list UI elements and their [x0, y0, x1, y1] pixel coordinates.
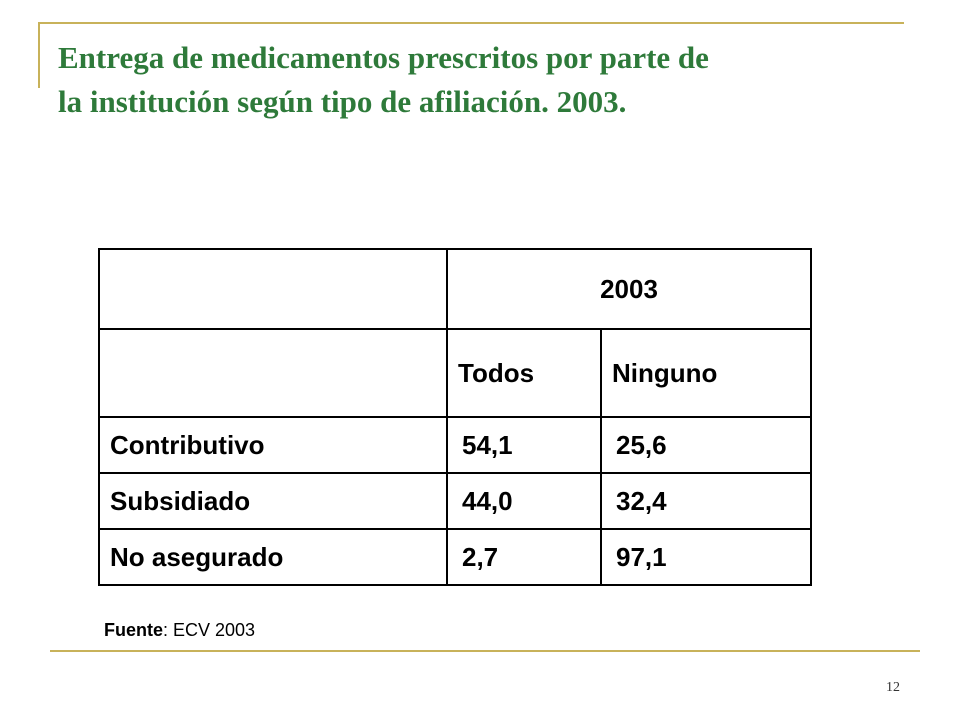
row-label: Subsidiado — [98, 472, 448, 530]
top-rule — [38, 22, 904, 24]
table-row: Subsidiado 44,0 32,4 — [98, 472, 812, 530]
value-todos: 54,1 — [446, 416, 602, 474]
table-subheader-row: Todos Ninguno — [98, 328, 812, 418]
affiliation-table: 2003 Todos Ninguno Contributivo 54,1 25,… — [98, 248, 812, 586]
bottom-rule — [50, 650, 920, 652]
value-todos: 2,7 — [446, 528, 602, 586]
title-line-1: Entrega de medicamentos prescritos por p… — [58, 40, 709, 75]
empty-header-cell — [98, 248, 448, 330]
left-rule — [38, 22, 40, 88]
col-ninguno-header: Ninguno — [600, 328, 812, 418]
source-label: Fuente — [104, 620, 164, 640]
value-todos: 44,0 — [446, 472, 602, 530]
table-row: Contributivo 54,1 25,6 — [98, 416, 812, 474]
col-todos-header: Todos — [446, 328, 602, 418]
value-ninguno: 25,6 — [600, 416, 812, 474]
year-header: 2003 — [446, 248, 812, 330]
row-label: Contributivo — [98, 416, 448, 474]
value-ninguno: 32,4 — [600, 472, 812, 530]
source-text: : ECV 2003 — [163, 620, 256, 640]
title-line-2: la institución según tipo de afiliación.… — [58, 84, 627, 119]
table-row: No asegurado 2,7 97,1 — [98, 528, 812, 586]
value-ninguno: 97,1 — [600, 528, 812, 586]
row-label: No asegurado — [98, 528, 448, 586]
empty-subheader-cell — [98, 328, 448, 418]
source-note: Fuente: ECV 2003 — [104, 620, 255, 641]
page-number: 12 — [886, 680, 900, 695]
slide-title: Entrega de medicamentos prescritos por p… — [58, 36, 918, 124]
table-header-row: 2003 — [98, 248, 812, 330]
